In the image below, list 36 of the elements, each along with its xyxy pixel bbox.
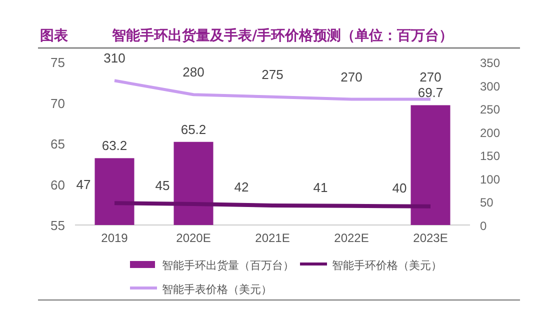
y2-tick-label: 350 <box>480 56 500 70</box>
legend-label: 智能手环价格（美元） <box>332 259 442 272</box>
data-label: 41 <box>313 180 328 195</box>
data-label: 275 <box>262 66 284 82</box>
y-tick-label: 75 <box>50 55 65 70</box>
y2-tick-label: 50 <box>480 196 494 210</box>
chart-title: 智能手环出货量及手表/手环价格预测（单位：百万台） <box>111 27 454 44</box>
data-label: 270 <box>420 69 442 84</box>
data-label: 42 <box>234 179 249 194</box>
data-label: 40 <box>392 180 407 196</box>
y-tick-label: 60 <box>50 177 65 192</box>
data-label: 45 <box>155 178 170 194</box>
text: 图表 <box>40 28 69 44</box>
y-tick-label: 65 <box>50 136 65 152</box>
y2-tick-label: 250 <box>480 102 500 117</box>
data-label: 47 <box>76 177 91 192</box>
data-label: 69.7 <box>418 85 444 100</box>
y2-tick-label: 300 <box>480 79 500 94</box>
data-label: 63.2 <box>102 138 128 154</box>
legend-label: 智能手表价格（美元） <box>162 283 272 296</box>
data-label: 65.2 <box>180 122 206 137</box>
legend-label: 智能手环出货量（百万台） <box>162 259 294 272</box>
data-label: 270 <box>340 69 362 84</box>
y-tick-label: 55 <box>50 218 65 233</box>
y2-tick-label: 100 <box>480 172 500 186</box>
x-tick-label: 2023E <box>413 231 448 245</box>
y-tick-label: 70 <box>50 96 65 111</box>
data-label: 280 <box>182 64 204 80</box>
y2-tick-label: 0 <box>480 219 487 233</box>
x-tick-label: 2019 <box>101 231 128 245</box>
x-tick-label: 2022E <box>334 231 369 245</box>
y2-tick-label: 150 <box>480 149 500 164</box>
x-tick-label: 2021E <box>255 231 290 245</box>
x-tick-label: 2020E <box>176 231 211 245</box>
data-label: 310 <box>104 50 126 66</box>
y2-tick-label: 200 <box>480 126 500 140</box>
